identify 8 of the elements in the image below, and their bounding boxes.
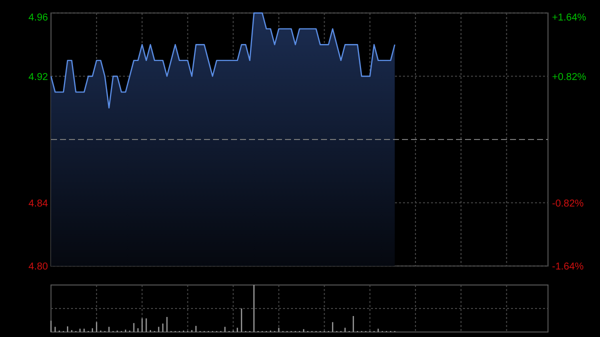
y-tick-label: 4.96	[28, 12, 48, 24]
y2-tick-label: +1.64%	[552, 12, 586, 24]
y2-tick-label: -0.82%	[552, 198, 584, 210]
y2-tick-label: +0.82%	[552, 72, 586, 83]
y-tick-label: 4.92	[28, 72, 48, 83]
y2-tick-label: -1.64%	[552, 262, 584, 272]
y-tick-label: 4.84	[28, 198, 48, 210]
y-tick-label: 4.80	[28, 262, 48, 272]
